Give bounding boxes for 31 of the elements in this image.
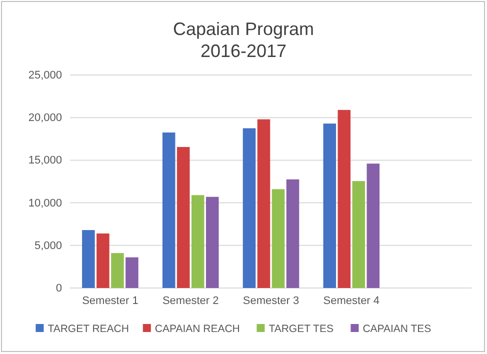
y-tick-label: 10,000	[28, 197, 62, 210]
bar	[206, 196, 219, 288]
legend-label: CAPAIAN REACH	[154, 323, 240, 335]
y-tick-label: 15,000	[28, 154, 62, 167]
bar	[126, 257, 138, 288]
bar	[82, 230, 95, 288]
x-tick-label: Semester 2	[162, 294, 219, 307]
bar	[338, 110, 351, 288]
bar	[272, 189, 285, 288]
x-tick-label: Semester 4	[323, 294, 380, 307]
x-tick-label: Semester 1	[82, 294, 138, 307]
bar	[286, 179, 300, 288]
bar	[96, 233, 110, 288]
bar	[191, 195, 204, 288]
chart-title: Capaian Program 2016-2017	[172, 19, 314, 61]
bar	[352, 181, 366, 288]
bar	[257, 119, 270, 288]
bar	[366, 164, 380, 288]
bar	[162, 132, 176, 288]
bar	[323, 124, 336, 288]
legend-label: CAPAIAN TES	[362, 323, 432, 335]
legend-label: TARGET REACH	[48, 323, 129, 335]
y-tick-label: 5,000	[34, 240, 62, 252]
x-tick-label: Semester 3	[242, 294, 300, 307]
bar	[176, 146, 190, 288]
y-tick-label: 20,000	[28, 112, 62, 124]
legend-label: TARGET TES	[268, 323, 334, 335]
bar	[242, 128, 256, 288]
y-tick-label: 0	[56, 282, 62, 295]
bar	[111, 253, 124, 288]
y-tick-label: 25,000	[28, 70, 62, 82]
